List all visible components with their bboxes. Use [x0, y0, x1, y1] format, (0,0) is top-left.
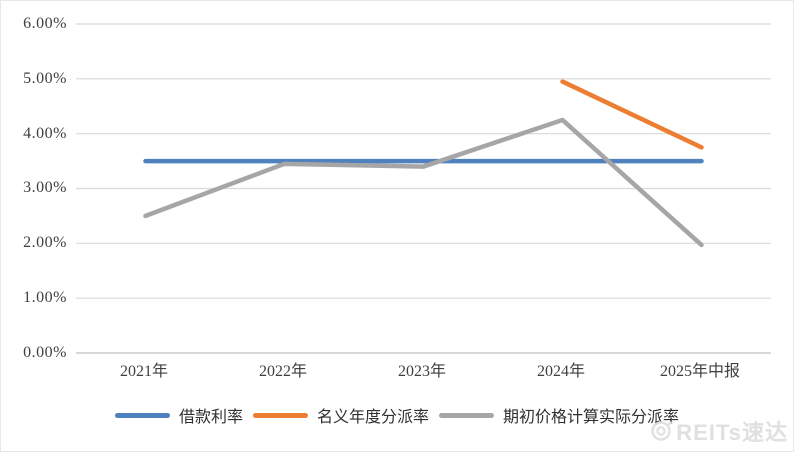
- x-axis-tick-label: 2023年: [397, 363, 446, 380]
- legend-line-swatch: [439, 412, 494, 418]
- legend-line-swatch: [252, 412, 308, 418]
- y-axis-tick-label: 0.00%: [23, 344, 67, 361]
- legend-label: 借款利率: [178, 409, 243, 426]
- y-axis-tick-label: 5.00%: [23, 70, 67, 87]
- chart-legend: 借款利率 名义年度分派率 期初价格计算实际分派率: [1, 403, 793, 427]
- y-axis-tick-label: 4.00%: [23, 125, 67, 142]
- y-axis-tick-label: 6.00%: [23, 15, 67, 32]
- legend-label: 期初价格计算实际分派率: [503, 409, 680, 426]
- legend-item-nominal-annual-distribution-rate: 名义年度分派率: [252, 403, 429, 427]
- y-axis-tick-label: 2.00%: [23, 234, 67, 251]
- x-axis-tick-label: 2022年: [258, 363, 307, 380]
- x-axis-tick-label: 2025年中报: [659, 363, 740, 380]
- legend-item-loan-rate: 借款利率: [114, 403, 243, 427]
- legend-line-swatch: [114, 412, 170, 418]
- legend-item-actual-distribution-rate: 期初价格计算实际分派率: [439, 403, 679, 427]
- legend-label: 名义年度分派率: [316, 409, 429, 426]
- y-axis-tick-label: 1.00%: [23, 289, 67, 306]
- x-axis-tick-label: 2024年: [536, 363, 585, 380]
- x-axis-tick-label: 2021年: [119, 363, 168, 380]
- y-axis-tick-label: 3.00%: [23, 179, 67, 196]
